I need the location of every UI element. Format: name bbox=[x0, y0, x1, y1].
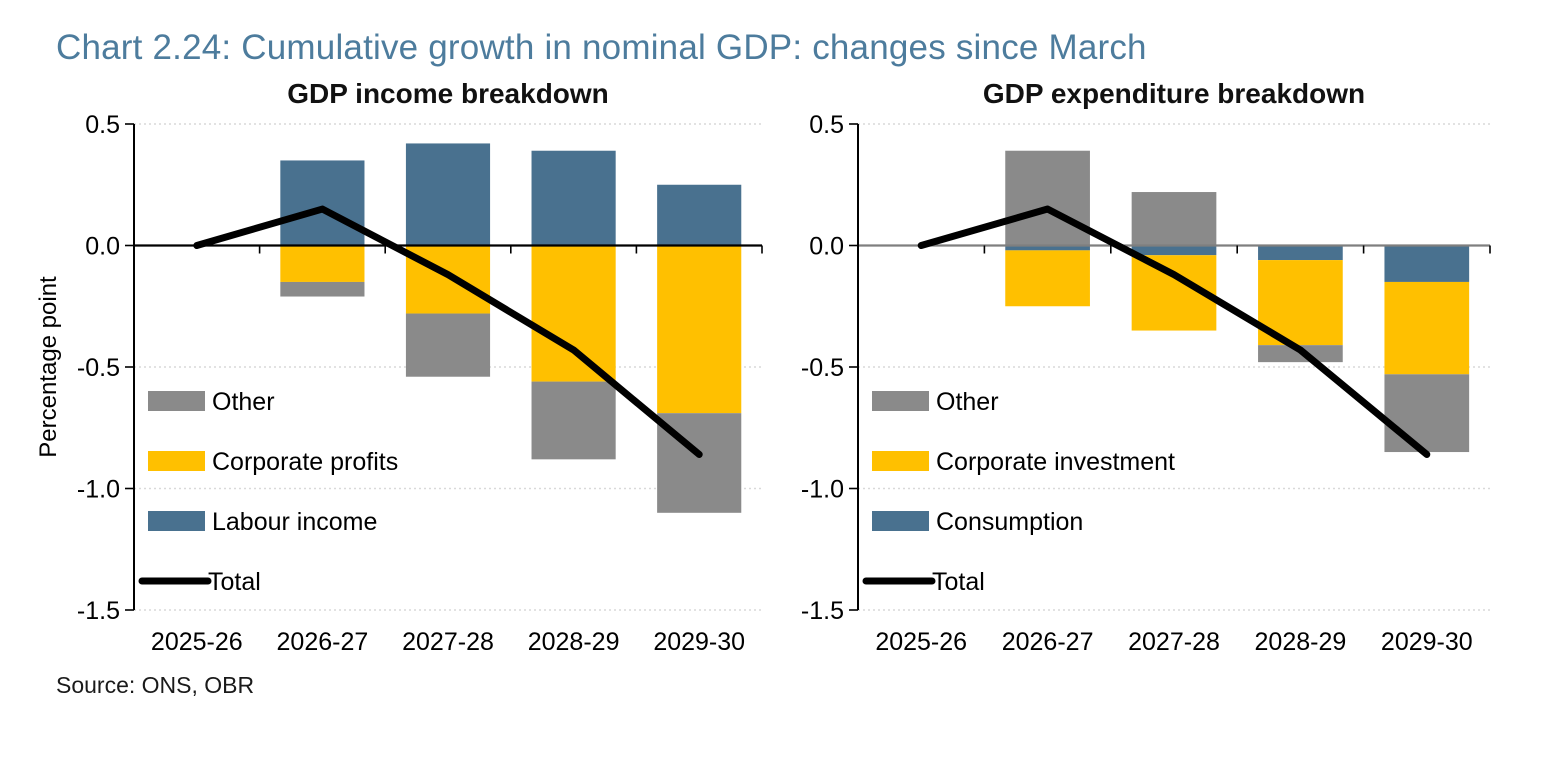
y-tick-label: 0.0 bbox=[809, 233, 844, 261]
legend-label-total: Total bbox=[208, 568, 261, 596]
legend-label-other: Other bbox=[212, 388, 275, 416]
bar-consumption-2028-29 bbox=[1258, 245, 1343, 261]
y-tick-label: -0.5 bbox=[801, 354, 844, 382]
bar-corporate-profits-2029-30 bbox=[657, 245, 742, 414]
income-chart: 0.5 0.0 -0.5 -1.0 -1.5 2025-26 2026-27 2027-28 2… bbox=[35, 114, 763, 656]
legend-swatch-labour-income bbox=[148, 511, 205, 531]
bar-other-2029-30 bbox=[1384, 374, 1470, 453]
x-tick-label: 2029-30 bbox=[653, 628, 745, 656]
bar-corporate-profits-2028-29 bbox=[531, 245, 616, 382]
legend-label-labour-income: Labour income bbox=[212, 508, 377, 536]
bar-other-2028-29 bbox=[531, 381, 616, 460]
bar-consumption-2029-30 bbox=[1384, 245, 1470, 282]
legend-label-corporate-investment: Corporate investment bbox=[936, 448, 1175, 476]
x-tick-label: 2027-28 bbox=[1128, 628, 1220, 656]
bar-corporate-investment-2029-30 bbox=[1384, 281, 1470, 375]
x-tick-label: 2029-30 bbox=[1381, 628, 1473, 656]
y-tick-label: 0.0 bbox=[85, 233, 120, 261]
y-tick-label: -1.5 bbox=[77, 597, 120, 625]
chart-panels: GDP income breakdown 0.5 0.0 -0.5 -1.0 -1.5 2… bbox=[30, 78, 1566, 666]
bar-other-2026-27 bbox=[280, 281, 365, 297]
legend-swatch-consumption bbox=[872, 511, 929, 531]
legend-label-corporate-profits: Corporate profits bbox=[212, 448, 398, 476]
source-note: Source: ONS, OBR bbox=[56, 672, 255, 698]
bar-labour-income-2029-30 bbox=[657, 184, 742, 246]
bar-other-2027-28 bbox=[405, 313, 491, 377]
x-tick-label: 2025-26 bbox=[151, 628, 243, 656]
legend-swatch-corporate-investment bbox=[872, 451, 929, 471]
x-tick-label: 2026-27 bbox=[1002, 628, 1094, 656]
legend-swatch-other bbox=[872, 391, 929, 411]
y-tick-label: -1.5 bbox=[801, 597, 844, 625]
y-axis-title: Percentage point bbox=[35, 276, 62, 458]
legend-swatch-corporate-profits bbox=[148, 451, 205, 471]
income-panel: GDP income breakdown 0.5 0.0 -0.5 -1.0 -1.5 2… bbox=[30, 78, 770, 666]
bar-consumption-2027-28 bbox=[1131, 245, 1217, 256]
y-tick-label: 0.5 bbox=[85, 114, 120, 139]
bar-labour-income-2026-27 bbox=[280, 160, 365, 246]
y-tick-label: 0.5 bbox=[809, 114, 844, 139]
expenditure-chart: 0.5 0.0 -0.5 -1.0 -1.5 2025-26 2026-27 2027-28 2… bbox=[801, 114, 1491, 656]
legend-label-consumption: Consumption bbox=[936, 508, 1083, 536]
expenditure-panel: GDP expenditure breakdown 0.5 0.0 -0.5 -1.0… bbox=[786, 78, 1498, 666]
x-tick-label: 2026-27 bbox=[277, 628, 369, 656]
y-tick-label: -1.0 bbox=[77, 476, 120, 504]
legend-label-other: Other bbox=[936, 388, 999, 416]
x-tick-label: 2028-29 bbox=[528, 628, 620, 656]
y-tick-label: -0.5 bbox=[77, 354, 120, 382]
expenditure-panel-title: GDP expenditure breakdown bbox=[982, 78, 1366, 109]
bar-other-2026-27 bbox=[1005, 150, 1090, 246]
total-line bbox=[917, 205, 1431, 458]
figure-title: Chart 2.24: Cumulative growth in nominal… bbox=[56, 28, 1147, 67]
bar-corporate-profits-2026-27 bbox=[280, 245, 365, 282]
legend-label-total: Total bbox=[932, 568, 985, 596]
y-tick-label: -1.0 bbox=[801, 476, 844, 504]
legend-swatch-other bbox=[148, 391, 205, 411]
bar-consumption-2026-27 bbox=[1005, 245, 1090, 251]
x-tick-label: 2025-26 bbox=[875, 628, 967, 656]
bar-corporate-investment-2026-27 bbox=[1005, 250, 1090, 307]
bar-labour-income-2027-28 bbox=[405, 143, 491, 246]
income-panel-title: GDP income breakdown bbox=[287, 78, 609, 109]
x-tick-label: 2028-29 bbox=[1255, 628, 1347, 656]
x-tick-label: 2027-28 bbox=[402, 628, 494, 656]
bar-other-2027-28 bbox=[1131, 192, 1217, 246]
total-line bbox=[193, 205, 703, 458]
bar-labour-income-2028-29 bbox=[531, 150, 616, 246]
